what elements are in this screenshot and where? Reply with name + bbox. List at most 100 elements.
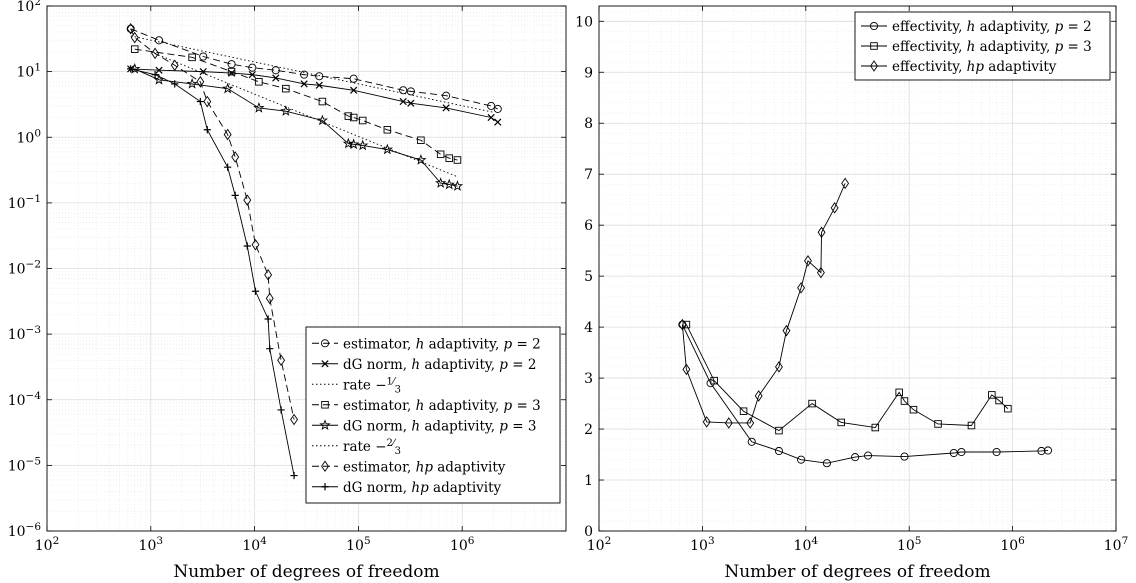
data-point-x — [350, 86, 358, 94]
data-point-diamond — [203, 95, 212, 108]
data-point-square — [682, 320, 691, 329]
data-point-plus — [290, 471, 298, 480]
data-point-star — [415, 154, 427, 165]
data-point-circle — [864, 451, 873, 460]
data-point-circle — [493, 104, 502, 113]
legend-entry-label: dG norm, h adaptivity, p = 2 — [343, 357, 536, 373]
series-line-4 — [134, 68, 458, 187]
legend-entry-label: effectivity, h adaptivity, p = 3 — [892, 39, 1092, 55]
series-line-0 — [130, 28, 498, 110]
data-point-x — [155, 66, 163, 74]
x-tick-label: 105 — [897, 535, 922, 554]
data-point-star — [348, 138, 360, 150]
x-tick-label: 105 — [346, 535, 371, 554]
data-point-circle — [949, 448, 958, 458]
data-point-star — [280, 105, 292, 116]
legend-marker-square — [321, 401, 329, 409]
y-tick-label: 0 — [584, 524, 593, 540]
panel-right-effectivity: 102 103 104 105 106 107 0 1 2 3 4 5 6 7 8 9 10 Number of … — [575, 5, 1128, 582]
data-point-diamond — [841, 177, 850, 190]
data-point-circle — [349, 74, 358, 83]
data-point-x — [272, 74, 280, 82]
data-point-star — [357, 139, 369, 151]
data-point-diamond — [804, 255, 812, 267]
y-tick-label: 4 — [584, 320, 593, 336]
series-line-2 — [681, 183, 846, 424]
legend-marker-circle — [320, 339, 330, 348]
y-tick-label: 10−3 — [8, 324, 41, 343]
data-point-square — [255, 78, 263, 86]
y-tick-label: 10−1 — [8, 193, 41, 212]
data-point-plus — [196, 97, 204, 106]
data-point-square — [130, 45, 139, 53]
legend-entry-label: rate −2⁄3 — [343, 438, 401, 457]
legend-entry-label: effectivity, h adaptivity, p = 2 — [892, 19, 1092, 35]
series-line-1 — [130, 68, 498, 123]
data-point-square — [318, 97, 327, 106]
y-tick-label: 5 — [584, 269, 593, 285]
y-tick-label: 8 — [584, 116, 593, 132]
legend-marker-square — [870, 42, 878, 50]
data-point-x — [442, 104, 450, 112]
series-line-6 — [130, 28, 295, 420]
legend-entry-label: effectivity, hp adaptivity — [892, 59, 1057, 75]
data-point-plus — [231, 191, 239, 199]
y-tick-label: 10−4 — [8, 390, 42, 409]
x-axis-label: Number of degrees of freedom — [173, 562, 439, 582]
data-point-diamond — [243, 194, 252, 206]
x-axis-label: Number of degrees of freedom — [724, 562, 990, 582]
data-point-diamond — [264, 269, 273, 281]
data-point-diamond — [702, 416, 711, 428]
data-point-x — [399, 97, 407, 106]
series-group — [678, 177, 1053, 468]
series-line-0 — [681, 324, 1049, 464]
data-point-square — [739, 407, 748, 415]
data-point-circle — [774, 446, 784, 456]
legend-entry-label: estimator, h adaptivity, p = 3 — [343, 398, 541, 414]
data-point-plus — [171, 80, 179, 88]
data-point-x — [494, 118, 502, 126]
data-point-diamond — [817, 226, 826, 239]
data-point-square — [282, 84, 290, 93]
data-point-square — [995, 396, 1003, 405]
data-point-diamond — [196, 75, 205, 88]
data-point-plus — [203, 126, 211, 134]
data-point-square — [453, 156, 462, 164]
data-point-diamond — [223, 128, 232, 141]
data-point-diamond — [678, 318, 687, 331]
data-point-diamond — [816, 266, 825, 279]
data-point-diamond — [265, 292, 274, 305]
data-point-x — [300, 80, 308, 88]
data-point-circle — [487, 101, 496, 110]
data-point-x — [487, 113, 495, 122]
legend: effectivity, h adaptivity, p = 2 effectiv… — [854, 11, 1111, 81]
data-point-diamond — [151, 47, 160, 60]
legend-marker-x — [321, 360, 329, 368]
data-point-circle — [822, 459, 831, 468]
data-point-plus — [151, 71, 159, 79]
data-point-x — [407, 99, 415, 107]
data-point-x — [315, 81, 323, 89]
data-point-star — [381, 143, 393, 155]
data-point-circle — [1037, 446, 1046, 456]
data-point-circle — [227, 60, 236, 69]
data-point-plus — [224, 163, 232, 171]
data-point-circle — [406, 87, 415, 96]
data-point-diamond — [682, 363, 691, 376]
panel-left-log-log: 102 103 104 105 106 10−6 10−5 10−4 10−3 10−2 10−1 1… — [8, 0, 567, 582]
data-point-square — [900, 397, 909, 405]
y-tick-label: 1 — [584, 473, 593, 489]
data-point-diamond — [277, 354, 286, 367]
data-point-square — [1004, 404, 1012, 413]
legend-marker-diamond — [870, 60, 878, 72]
data-point-square — [344, 112, 353, 120]
data-point-diamond — [775, 361, 783, 373]
data-point-diamond — [724, 417, 733, 429]
data-point-circle — [992, 447, 1001, 457]
data-point-circle — [1043, 446, 1053, 455]
series-line-2 — [130, 35, 494, 113]
axes-box — [598, 5, 1117, 532]
legend: estimator, h adaptivity, p = 2 dG norm, h… — [305, 326, 561, 504]
data-point-square — [837, 418, 845, 427]
data-point-star — [186, 77, 198, 89]
